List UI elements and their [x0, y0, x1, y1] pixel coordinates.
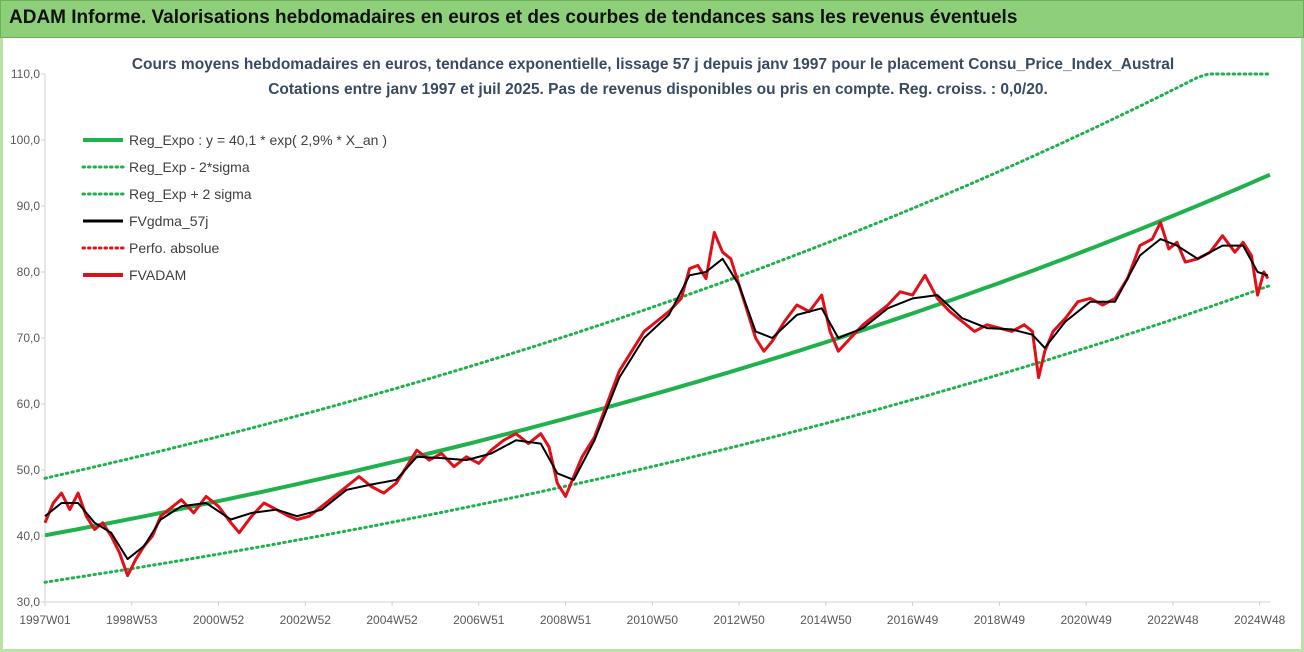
x-tick-label: 2020W49 [1060, 613, 1112, 627]
axes: 30,0 40,0 50,0 60,0 70,0 80,0 90,0 100,0 110,0 19… [10, 67, 1286, 627]
fvgdma-57j-line [44, 238, 1269, 561]
x-tick-label: 2016W49 [887, 613, 939, 627]
y-tick-label: 100,0 [10, 133, 40, 147]
x-tick-label: 2008W51 [540, 613, 592, 627]
chart-area: Cours moyens hebdomadaires en euros, ten… [0, 38, 1304, 652]
x-tick-label: 2024W48 [1234, 613, 1286, 627]
reg-exp-plus-2sigma-line [43, 72, 1272, 480]
chart-subtitle: Cotations entre janv 1997 et juil 2025. … [268, 81, 1048, 98]
line-chart: Cours moyens hebdomadaires en euros, ten… [10, 56, 1286, 627]
x-tick-label: 2006W51 [453, 613, 505, 627]
legend-label: FVADAM [129, 267, 186, 283]
reg-expo-line [44, 172, 1271, 538]
y-tick-label: 40,0 [17, 529, 41, 543]
legend-label: Reg_Expo : y = 40,1 * exp( 2,9% * X_an ) [129, 132, 387, 148]
x-tick-label: 2004W52 [366, 613, 418, 627]
x-tick-label: 2012W50 [713, 613, 765, 627]
y-tick-label: 70,0 [17, 331, 41, 345]
y-tick-label: 50,0 [17, 463, 41, 477]
x-tick-label: 2014W50 [800, 613, 852, 627]
x-tick-label: 2000W52 [193, 613, 245, 627]
legend-label: Reg_Exp - 2*sigma [129, 159, 250, 175]
x-tick-label: 2002W52 [280, 613, 332, 627]
header-bar: ADAM Informe. Valorisations hebdomadaire… [0, 0, 1304, 38]
legend-label: Perfo. absolue [129, 240, 219, 256]
x-tick-label: 2010W50 [627, 613, 679, 627]
reg-exp-minus-2sigma-line [43, 284, 1272, 584]
y-tick-label: 110,0 [11, 67, 40, 81]
legend-label: FVgdma_57j [129, 213, 208, 229]
legend-label: Reg_Exp + 2 sigma [129, 186, 252, 202]
y-tick-label: 30,0 [17, 595, 41, 609]
x-tick-label: 1997W01 [19, 613, 71, 627]
plot-area [43, 72, 1272, 584]
x-tick-label: 2022W48 [1147, 613, 1199, 627]
fvadam-line [43, 221, 1270, 578]
y-tick-label: 60,0 [17, 397, 41, 411]
y-tick-label: 90,0 [17, 199, 41, 213]
page-title: ADAM Informe. Valorisations hebdomadaire… [9, 7, 1018, 28]
chart-title: Cours moyens hebdomadaires en euros, ten… [132, 56, 1174, 73]
x-tick-label: 2018W49 [974, 613, 1026, 627]
y-tick-label: 80,0 [17, 265, 41, 279]
x-tick-label: 1998W53 [106, 613, 158, 627]
legend: Reg_Expo : y = 40,1 * exp( 2,9% * X_an )… [81, 132, 387, 283]
